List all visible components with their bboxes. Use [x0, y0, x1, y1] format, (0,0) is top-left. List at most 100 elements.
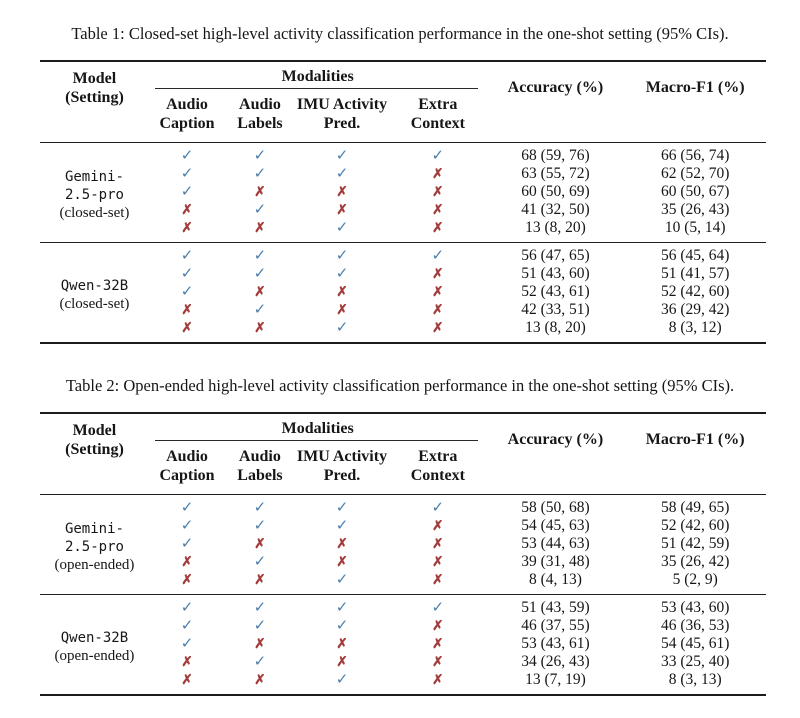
cross-icon: ✗: [336, 302, 348, 317]
modality-cell: ✗: [225, 535, 295, 553]
table-row: ✓ ✓ ✓ ✗ 54 (45, 63) 52 (42, 60): [40, 517, 766, 535]
cross-icon: ✗: [336, 654, 348, 669]
table-row: ✗ ✗ ✓ ✗ 8 (4, 13) 5 (2, 9): [40, 571, 766, 595]
modality-cell: ✗: [389, 617, 486, 635]
macro-f1-value: 51 (42, 59): [660, 535, 730, 552]
table-row: ✗ ✓ ✗ ✗ 42 (33, 51) 36 (29, 42): [40, 301, 766, 319]
imu-activity-pred-header: IMU Activity Pred.: [296, 448, 388, 484]
modality-cell: ✗: [225, 219, 295, 243]
modality-cell: ✓: [294, 594, 390, 617]
cross-icon: ✗: [336, 284, 348, 299]
check-icon: ✓: [180, 518, 194, 534]
check-icon: ✓: [335, 248, 349, 264]
check-icon: ✓: [180, 248, 194, 264]
macro-f1-value: 10 (5, 14): [664, 219, 726, 236]
cross-icon: ✗: [181, 302, 193, 317]
table1-header: Model (Setting) Modalities Accuracy (%) …: [40, 61, 766, 143]
modality-cell: ✗: [389, 183, 486, 201]
table-row: ✓ ✓ ✓ ✗ 63 (55, 72) 62 (52, 70): [40, 165, 766, 183]
cross-icon: ✗: [432, 572, 444, 587]
accuracy-value: 34 (26, 43): [521, 653, 590, 670]
setting-label: (open-ended): [54, 647, 135, 664]
macro-f1-value: 53 (43, 60): [624, 594, 766, 617]
accuracy-value: 53 (44, 63): [521, 535, 590, 552]
modality-cell: ✓: [225, 594, 295, 617]
modality-cell: ✓: [295, 319, 389, 343]
modality-cell: ✓: [295, 617, 389, 635]
modality-cell: ✗: [149, 553, 225, 571]
cross-icon: ✗: [181, 320, 193, 335]
header-row-top: Model (Setting) Modalities Accuracy (%) …: [40, 413, 766, 458]
modality-cell: ✗: [295, 653, 389, 671]
check-icon: ✓: [253, 618, 267, 634]
model-setting-label: Qwen-32B (open-ended): [40, 594, 149, 695]
header-row-sub: Audio Caption Audio Labels IMU Activity …: [40, 89, 766, 143]
modality-cell: ✓: [295, 219, 389, 243]
table-row: Gemini- 2.5-pro (open-ended) ✓ ✓ ✓ ✓ 58 (50, 68…: [40, 494, 766, 595]
setting-label: (open-ended): [54, 556, 135, 573]
modality-cell: ✗: [225, 319, 295, 343]
check-icon: ✓: [335, 166, 349, 182]
modality-cell: ✗: [389, 201, 486, 219]
check-icon: ✓: [335, 266, 349, 282]
modality-cell: ✓: [225, 165, 295, 183]
modality-cell: ✓: [148, 242, 226, 265]
modality-cell: ✗: [295, 201, 389, 219]
cross-icon: ✗: [432, 618, 444, 633]
check-icon: ✓: [253, 654, 267, 670]
table2-header: Model (Setting) Modalities Accuracy (%) …: [40, 413, 766, 495]
cross-icon: ✗: [181, 572, 193, 587]
cross-icon: ✗: [432, 302, 444, 317]
modality-cell: ✓: [295, 571, 389, 595]
cross-icon: ✗: [181, 554, 193, 569]
cross-icon: ✗: [432, 654, 444, 669]
macro-f1-value: 66 (56, 74): [624, 142, 766, 165]
table-row: ✗ ✓ ✗ ✗ 41 (32, 50) 35 (26, 43): [40, 201, 766, 219]
modality-cell: ✓: [148, 494, 226, 517]
check-icon: ✓: [180, 284, 194, 300]
macro-f1-value: 56 (45, 64): [624, 242, 766, 265]
accuracy-value: 53 (43, 61): [521, 635, 590, 652]
check-icon: ✓: [180, 148, 194, 164]
check-icon: ✓: [335, 600, 349, 616]
check-icon: ✓: [180, 266, 194, 282]
header-row-sub: Audio Caption Audio Labels IMU Activity …: [40, 441, 766, 495]
modality-cell: ✗: [389, 553, 486, 571]
modality-cell: ✓: [294, 242, 390, 265]
table2-block: Model (Setting) Modalities Accuracy (%) …: [40, 412, 766, 696]
macro-f1-value: 60 (50, 67): [660, 183, 730, 200]
accuracy-value: 56 (47, 65): [486, 242, 625, 265]
modality-cell: ✓: [389, 142, 487, 165]
table-row: ✓ ✗ ✗ ✗ 60 (50, 69) 60 (50, 67): [40, 183, 766, 201]
accuracy-header: Accuracy (%): [507, 79, 604, 96]
cross-icon: ✗: [432, 536, 444, 551]
check-icon: ✓: [253, 202, 267, 218]
modality-cell: ✗: [225, 283, 295, 301]
cross-icon: ✗: [254, 284, 266, 299]
modality-cell: ✓: [294, 142, 390, 165]
check-icon: ✓: [180, 166, 194, 182]
modality-cell: ✗: [149, 301, 225, 319]
modality-cell: ✗: [149, 653, 225, 671]
modality-cell: ✓: [225, 265, 295, 283]
model-setting-header: Model (Setting): [40, 413, 149, 495]
model-setting-label: Gemini- 2.5-pro (closed-set): [40, 142, 149, 243]
accuracy-value: 41 (32, 50): [521, 201, 590, 218]
cross-icon: ✗: [181, 654, 193, 669]
modality-cell: ✗: [389, 517, 486, 535]
modality-cell: ✓: [149, 517, 225, 535]
model-name-line: Qwen-32B: [60, 277, 129, 294]
audio-labels-header: Audio Labels: [237, 448, 283, 484]
cross-icon: ✗: [254, 636, 266, 651]
check-icon: ✓: [335, 618, 349, 634]
check-icon: ✓: [431, 248, 445, 264]
cross-icon: ✗: [432, 184, 444, 199]
cross-icon: ✗: [432, 320, 444, 335]
setting-header-line: (Setting): [65, 441, 124, 458]
table2-caption: Table 2: Open-ended high-level activity …: [65, 376, 735, 395]
cross-icon: ✗: [254, 184, 266, 199]
macro-f1-value: 35 (26, 42): [660, 553, 730, 570]
table-row: Qwen-32B (closed-set) ✓ ✓ ✓ ✓ 56 (47, 65) 56 (4…: [40, 242, 766, 343]
accuracy-value: 13 (8, 20): [525, 219, 586, 236]
macro-f1-value: 54 (45, 61): [660, 635, 730, 652]
